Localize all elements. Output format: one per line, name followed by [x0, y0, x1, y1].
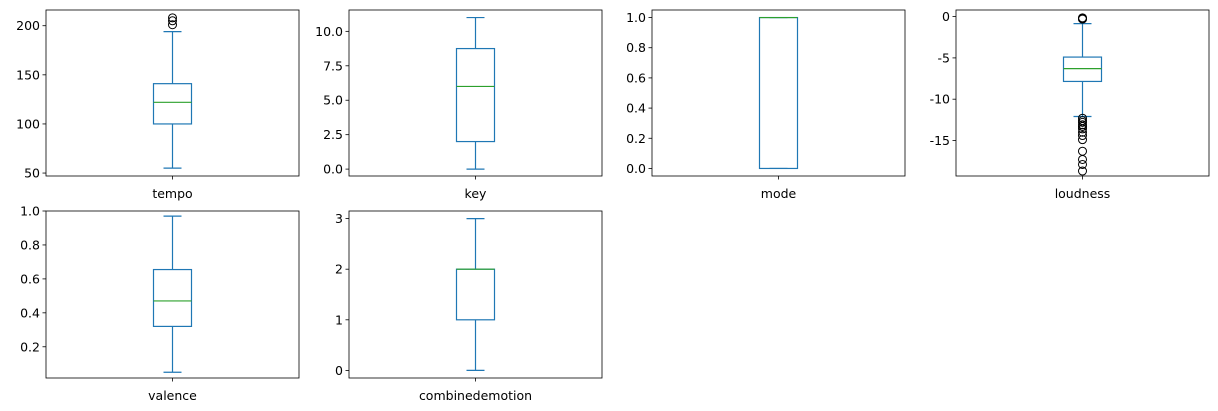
y-tick-label: 1 — [335, 312, 343, 327]
y-tick-label: 0.6 — [20, 271, 40, 286]
box — [1062, 56, 1103, 83]
x-tick-label: combinedemotion — [419, 388, 532, 403]
y-tick-label: 5.0 — [323, 93, 343, 108]
outlier-point — [1078, 146, 1087, 156]
box — [152, 268, 193, 328]
y-tick-label: 0.4 — [20, 305, 40, 320]
outlier-point — [1078, 154, 1087, 164]
y-tick-label: 2.5 — [323, 127, 343, 142]
outlier-point — [1078, 166, 1087, 176]
box — [455, 268, 496, 321]
subplot-loudness: -15 -10 -5 0 loudness — [930, 9, 1210, 201]
box — [152, 83, 193, 125]
y-tick-label: 0.2 — [626, 131, 646, 146]
y-tick-label: 0.8 — [626, 40, 646, 55]
outlier-point — [1078, 159, 1087, 169]
y-tick-label: 10.0 — [315, 24, 343, 39]
outlier-point — [1078, 135, 1087, 145]
x-tick-label: tempo — [152, 186, 192, 201]
subplot-tempo: 50 100 150 200 tempo — [16, 9, 300, 201]
subplot-key: 0.0 2.5 5.0 7.5 10.0 key — [315, 9, 603, 201]
y-tick-label: 2 — [335, 262, 343, 277]
subplot-combinedemotion: 0 1 2 3 combinedemotion — [335, 210, 603, 403]
y-tick-label: 0.8 — [20, 237, 40, 252]
x-tick-label: valence — [148, 388, 197, 403]
subplot-valence: 0.2 0.4 0.6 0.8 1.0 valence — [20, 204, 300, 403]
x-tick-label: mode — [761, 186, 797, 201]
outlier-point — [1078, 117, 1087, 127]
y-tick-label: 1.0 — [626, 10, 646, 25]
y-tick-label: 3 — [335, 211, 343, 226]
subplot-mode: 0.0 0.2 0.4 0.6 0.8 1.0 mode — [626, 9, 906, 201]
outlier-point — [1078, 131, 1087, 141]
box — [455, 47, 496, 143]
y-tick-label: 100 — [16, 116, 40, 131]
y-tick-label: 0.2 — [20, 339, 40, 354]
y-tick-label: 200 — [16, 18, 40, 33]
x-tick-label: key — [465, 186, 487, 201]
axes-frame — [651, 9, 906, 177]
y-tick-label: -5 — [938, 50, 950, 65]
y-tick-label: 0.0 — [626, 161, 646, 176]
y-tick-label: 7.5 — [323, 58, 343, 73]
y-tick-label: 1.0 — [20, 204, 40, 219]
x-tick-label: loudness — [1055, 186, 1111, 201]
outlier-point — [168, 20, 177, 30]
y-tick-label: -10 — [930, 92, 950, 107]
outlier-point — [1078, 127, 1087, 137]
outlier-point — [1078, 121, 1087, 131]
y-tick-label: 0.6 — [626, 70, 646, 85]
outlier-point — [1078, 124, 1087, 134]
y-tick-label: -15 — [930, 133, 950, 148]
outlier-point — [168, 13, 177, 23]
y-tick-label: 0 — [942, 9, 950, 24]
outlier-point — [1078, 13, 1087, 23]
y-tick-label: 0.4 — [626, 101, 646, 116]
box — [758, 16, 799, 170]
y-tick-label: 150 — [16, 67, 40, 82]
y-tick-label: 0.0 — [323, 162, 343, 177]
outlier-point — [168, 16, 177, 26]
y-tick-label: 50 — [24, 166, 40, 181]
y-tick-label: 0 — [335, 363, 343, 378]
